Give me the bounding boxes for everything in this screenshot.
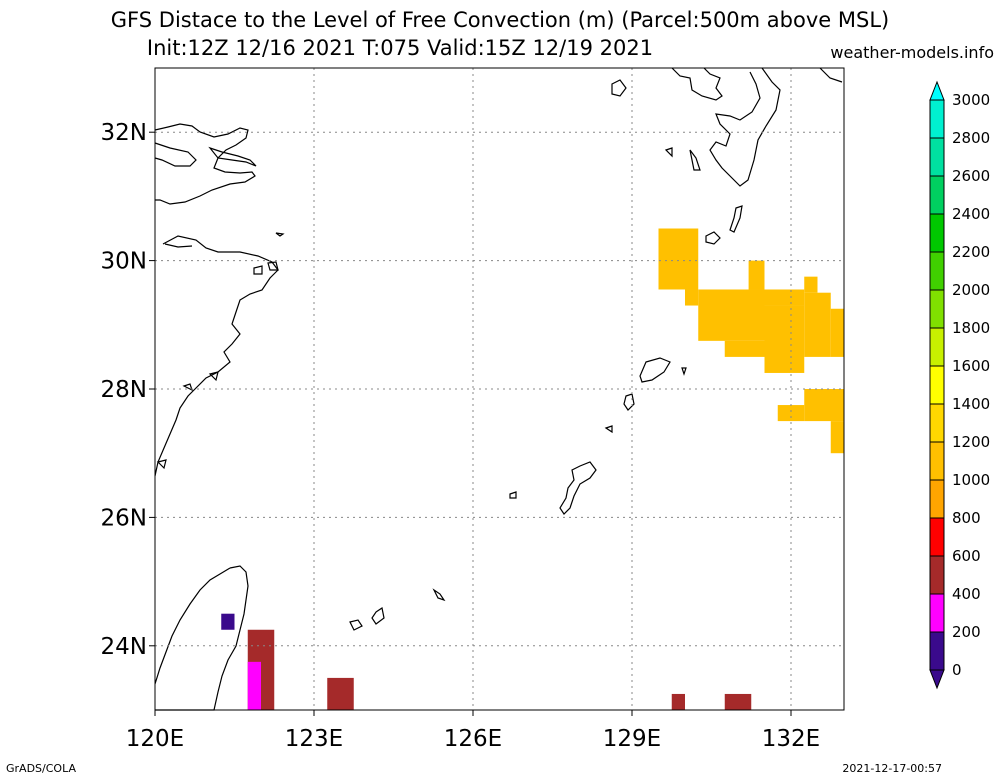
- colorbar: 0 200 400 600 800 1000 1200 1400 1600 1800 2000 220…: [929, 80, 990, 690]
- colorbar-segment-9: [929, 289, 945, 329]
- lon-tick-label-0: 120E: [126, 726, 184, 752]
- lon-tick-label-1: 123E: [285, 726, 343, 752]
- lat-tick-label-4: 32N: [101, 120, 147, 146]
- colorbar-label-4: 800: [952, 509, 981, 527]
- field-cell-10: [777, 405, 805, 422]
- field-cell-18: [221, 613, 235, 630]
- lon-tick-label-2: 126E: [444, 726, 502, 752]
- colorbar-segment-7: [929, 365, 945, 405]
- colorbar-label-0: 0: [952, 661, 962, 679]
- source-credit: weather-models.info: [830, 43, 994, 62]
- field-cell-5: [764, 305, 805, 373]
- colorbar-segment-1: [929, 593, 945, 633]
- colorbar-segment-4: [929, 479, 945, 519]
- taiwan-coastline: [154, 565, 249, 711]
- colorbar-label-15: 3000: [952, 91, 990, 109]
- colorbar-segment-12: [929, 175, 945, 215]
- colorbar-low-arrow: [929, 669, 945, 690]
- field-cell-2: [698, 289, 765, 341]
- colorbar-label-7: 1400: [952, 395, 990, 413]
- colorbar-label-14: 2800: [952, 129, 990, 147]
- japan-islands: [349, 79, 743, 631]
- field-cell-11: [804, 389, 844, 422]
- colorbar-label-6: 1200: [952, 433, 990, 451]
- lat-tick-label-3: 30N: [101, 249, 147, 275]
- colorbar-label-12: 2400: [952, 205, 990, 223]
- coastal-islands: [156, 232, 285, 470]
- lon-tick-label-3: 129E: [603, 726, 661, 752]
- field-cell-4: [748, 260, 765, 290]
- lon-tick-label-4: 132E: [762, 726, 820, 752]
- colorbar-segment-0: [929, 631, 945, 671]
- timestamp-label: 2021-12-17-00:57: [842, 762, 942, 775]
- china-coastline: [154, 123, 279, 477]
- field-cell-7: [804, 292, 831, 357]
- data-field-layer: [221, 228, 844, 710]
- field-cell-6: [764, 289, 805, 306]
- field-cell-12: [830, 421, 844, 454]
- field-cell-1: [685, 289, 699, 306]
- field-cell-15: [327, 677, 354, 710]
- colorbar-segment-13: [929, 137, 945, 177]
- colorbar-segment-11: [929, 213, 945, 253]
- colorbar-high-arrow: [929, 80, 945, 101]
- colorbar-segment-3: [929, 517, 945, 557]
- colorbar-label-10: 2000: [952, 281, 990, 299]
- colorbar-label-11: 2200: [952, 243, 990, 261]
- field-cell-16: [671, 693, 685, 710]
- field-cell-17: [724, 693, 752, 710]
- colorbar-label-9: 1800: [952, 319, 990, 337]
- colorbar-label-5: 1000: [952, 471, 990, 489]
- field-cell-0: [658, 228, 699, 290]
- colorbar-label-1: 200: [952, 623, 981, 641]
- lat-tick-label-1: 26N: [101, 505, 147, 531]
- colorbar-label-2: 400: [952, 585, 981, 603]
- colorbar-segment-5: [929, 441, 945, 481]
- chart-subtitle: Init:12Z 12/16 2021 T:075 Valid:15Z 12/1…: [146, 36, 654, 60]
- axis-ticks: 120E 123E 126E 129E 132E 24N 26N 28N 30N 32N: [101, 120, 821, 752]
- coastline-layer: [154, 67, 843, 711]
- kyushu-coastline: [671, 67, 843, 187]
- field-cell-9: [830, 308, 844, 357]
- colorbar-segment-10: [929, 251, 945, 291]
- colorbar-segment-6: [929, 403, 945, 443]
- grads-label: GrADS/COLA: [6, 762, 76, 775]
- chart-title: GFS Distace to the Level of Free Convect…: [110, 8, 890, 32]
- colorbar-segment-14: [929, 99, 945, 139]
- lat-tick-label-0: 24N: [101, 634, 147, 660]
- colorbar-segment-2: [929, 555, 945, 595]
- colorbar-label-8: 1600: [952, 357, 990, 375]
- lat-tick-label-2: 28N: [101, 377, 147, 403]
- grid-lines: [155, 68, 844, 710]
- colorbar-segment-8: [929, 327, 945, 367]
- field-cell-3: [724, 340, 765, 357]
- field-cell-14: [247, 661, 261, 710]
- colorbar-label-13: 2600: [952, 167, 990, 185]
- colorbar-label-3: 600: [952, 547, 981, 565]
- field-cell-8: [804, 276, 818, 293]
